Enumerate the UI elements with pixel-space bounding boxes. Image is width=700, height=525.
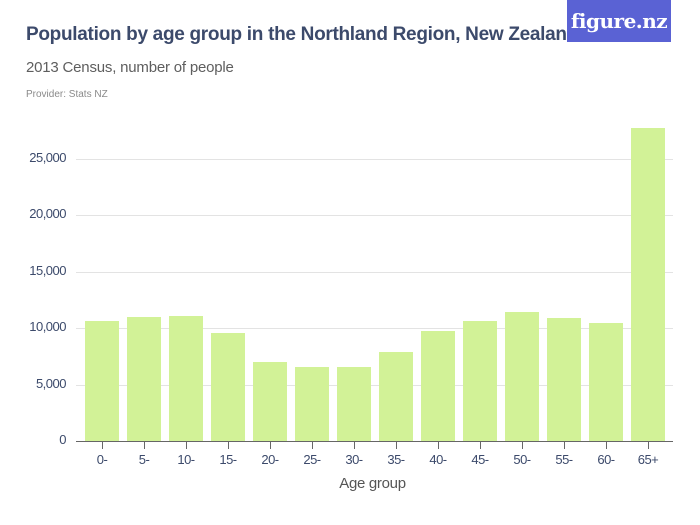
- x-tick: [186, 442, 187, 449]
- y-tick-label: 5,000: [35, 376, 67, 391]
- x-tick-label: 40-: [429, 452, 447, 467]
- bar-35[interactable]: [379, 352, 413, 441]
- gridline: [76, 215, 673, 216]
- bar-20[interactable]: [253, 362, 287, 441]
- bar-5[interactable]: [127, 317, 161, 441]
- x-tick-label: 35-: [387, 452, 405, 467]
- x-tick-label: 60-: [597, 452, 615, 467]
- bar-50[interactable]: [505, 312, 539, 441]
- x-tick-label: 45-: [471, 452, 489, 467]
- gridline: [76, 272, 673, 273]
- x-axis-title: Age group: [339, 475, 406, 492]
- x-tick-label: 30-: [345, 452, 363, 467]
- bar-15[interactable]: [211, 333, 245, 441]
- x-tick-label: 0-: [96, 452, 108, 467]
- gridline: [76, 328, 673, 329]
- x-tick-label: 20-: [261, 452, 279, 467]
- x-tick-label: 10-: [177, 452, 195, 467]
- bar-10[interactable]: [169, 316, 203, 441]
- x-tick: [354, 442, 355, 449]
- x-tick-label: 15-: [219, 452, 237, 467]
- y-tick-label: 10,000: [29, 319, 66, 334]
- x-tick: [396, 442, 397, 449]
- x-tick: [606, 442, 607, 449]
- bar-45[interactable]: [463, 321, 497, 441]
- x-tick: [228, 442, 229, 449]
- bar-40[interactable]: [421, 331, 455, 441]
- bar-0[interactable]: [85, 321, 119, 441]
- x-tick-label: 55-: [555, 452, 573, 467]
- gridline: [76, 385, 673, 386]
- figure-nz-logo[interactable]: figure.nz: [567, 0, 671, 42]
- y-tick-label: 0: [59, 432, 66, 447]
- x-tick: [438, 442, 439, 449]
- bar-55[interactable]: [547, 318, 581, 441]
- chart-subtitle: 2013 Census, number of people: [26, 59, 234, 76]
- y-tick-label: 25,000: [29, 150, 66, 165]
- y-tick-label: 15,000: [29, 263, 66, 278]
- chart-title: Population by age group in the Northland…: [26, 24, 579, 45]
- x-tick: [522, 442, 523, 449]
- x-tick: [648, 442, 649, 449]
- x-tick: [312, 442, 313, 449]
- gridline: [76, 159, 673, 160]
- x-tick: [564, 442, 565, 449]
- data-provider: Provider: Stats NZ: [26, 89, 108, 100]
- x-tick: [270, 442, 271, 449]
- x-tick: [102, 442, 103, 449]
- bar-25[interactable]: [295, 367, 329, 441]
- x-tick: [480, 442, 481, 449]
- x-axis-line: [76, 441, 673, 442]
- y-tick-label: 20,000: [29, 206, 66, 221]
- bar-30[interactable]: [337, 367, 371, 441]
- x-tick-label: 50-: [513, 452, 531, 467]
- bar-65plus[interactable]: [631, 128, 665, 441]
- bar-60[interactable]: [589, 323, 623, 441]
- x-tick-label: 65+: [637, 452, 659, 467]
- x-tick: [144, 442, 145, 449]
- x-tick-label: 5-: [138, 452, 150, 467]
- x-tick-label: 25-: [303, 452, 321, 467]
